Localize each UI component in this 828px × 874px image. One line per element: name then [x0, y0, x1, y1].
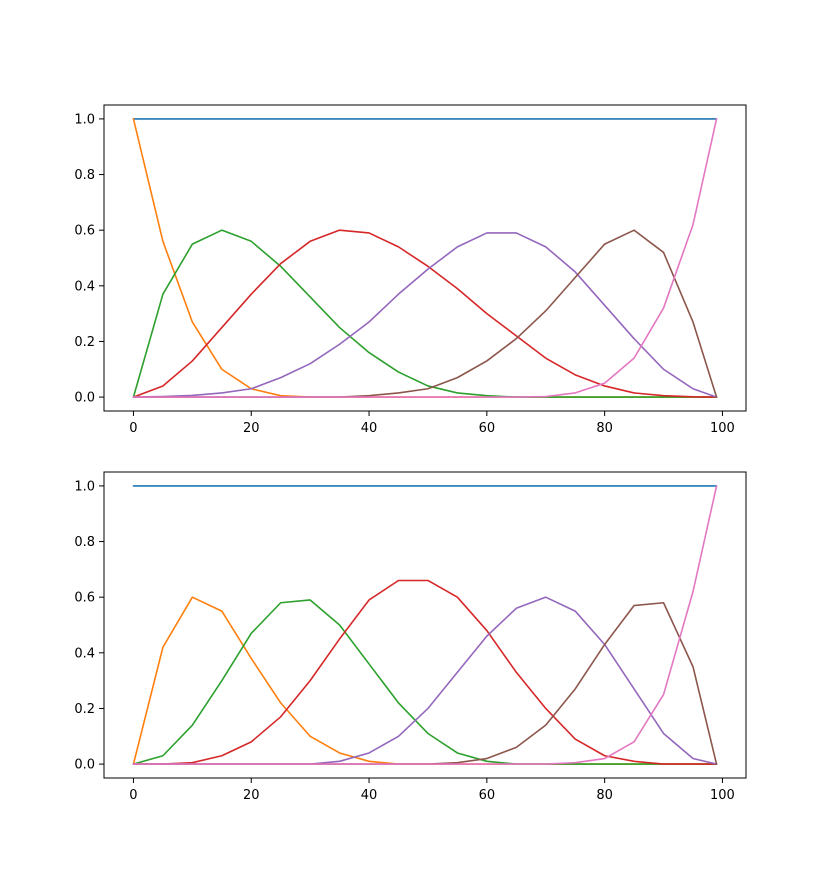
series-line-4 [132, 579, 718, 765]
x-tick-label: 20 [243, 421, 260, 436]
y-tick-label: 0.2 [74, 335, 95, 350]
axes-frame [103, 471, 747, 779]
x-tick-label: 80 [596, 421, 613, 436]
series-lines [132, 118, 718, 398]
series-line-7 [132, 118, 718, 398]
x-tick-label: 40 [361, 421, 378, 436]
x-tick-label: 0 [129, 421, 137, 436]
series-line-6 [132, 229, 718, 398]
y-tick-label: 0.4 [74, 279, 95, 294]
y-tick-label: 0.8 [74, 535, 95, 550]
series-line-3 [132, 599, 718, 765]
axes-frame [103, 104, 747, 412]
y-tick-label: 0.4 [74, 646, 95, 661]
y-tick-label: 0.0 [74, 391, 95, 406]
y-tick-label: 1.0 [74, 479, 95, 494]
series-line-5 [132, 232, 718, 398]
x-tick-label: 100 [710, 788, 735, 803]
axes-bottom: 0 20 40 60 80 100 0.0 0.2 0.4 0.6 0.8 1.0 [74, 471, 747, 803]
y-tick-label: 0.2 [74, 702, 95, 717]
y-tick-label: 0.8 [74, 168, 95, 183]
y-tick-label: 0.6 [74, 591, 95, 606]
y-tick-label: 0.6 [74, 224, 95, 239]
series-lines [132, 485, 718, 765]
x-tick-label: 100 [710, 421, 735, 436]
x-tick-label: 80 [596, 788, 613, 803]
x-tick-label: 60 [479, 788, 496, 803]
series-line-4 [132, 229, 718, 398]
x-tick-label: 60 [479, 421, 496, 436]
x-tick-label: 20 [243, 788, 260, 803]
x-tick-label: 40 [361, 788, 378, 803]
series-line-3 [132, 229, 718, 398]
x-tick-label: 0 [129, 788, 137, 803]
y-tick-label: 1.0 [74, 112, 95, 127]
series-line-2 [132, 118, 718, 398]
axes-top: 0 20 40 60 80 100 0.0 0.2 0.4 0.6 0.8 1.0 [74, 104, 747, 436]
series-line-7 [132, 485, 718, 765]
y-tick-label: 0.0 [74, 758, 95, 773]
